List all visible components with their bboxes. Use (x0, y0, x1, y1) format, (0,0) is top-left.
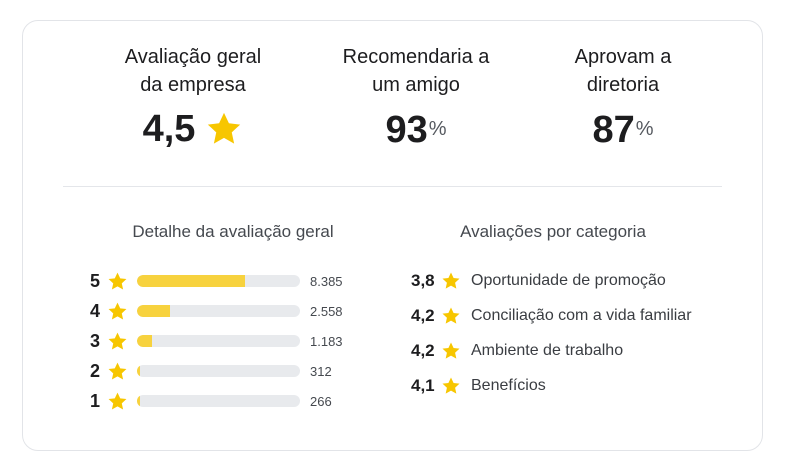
category-label: Conciliação com a vida familiar (471, 306, 692, 324)
distribution-bar-fill (137, 335, 152, 347)
approve-label-line2: diretoria (586, 74, 660, 96)
distribution-bar-fill (137, 395, 141, 407)
distribution-bar-fill (137, 365, 141, 377)
distribution-count: 312 (310, 363, 332, 379)
recommend-value-text: 93 (385, 109, 428, 151)
distribution-star-level: 1 (90, 390, 101, 411)
overall-rating-label: Avaliação geral da empresa (83, 43, 303, 99)
distribution-bar (137, 365, 300, 377)
category-score: 4,2 (411, 305, 435, 325)
star-icon (108, 392, 127, 410)
distribution-row: 1 266 (90, 386, 343, 416)
category-row: 3,8 Oportunidade de promoção (411, 263, 692, 298)
distribution-bar (137, 305, 300, 317)
category-score: 3,8 (411, 270, 435, 290)
star-icon (208, 112, 241, 144)
distribution-title: Detalhe da avaliação geral (132, 222, 334, 241)
recommend-label-line1: Recomendaria a (342, 46, 490, 68)
category-label: Ambiente de trabalho (471, 341, 624, 359)
distribution-row: 5 8.385 (90, 266, 343, 296)
approve-label-line1: Aprovam a (574, 46, 672, 68)
category-row: 4,2 Ambiente de trabalho (411, 333, 692, 368)
distribution-star-level: 5 (90, 270, 101, 291)
category-ratings: 3,8 Oportunidade de promoção 4,2 Conciliaçã… (411, 263, 692, 403)
distribution-star-level: 4 (90, 300, 101, 321)
overall-label-line1: Avaliação geral (124, 46, 262, 68)
approve-value: 87% (592, 107, 653, 153)
distribution-count: 2.558 (310, 303, 343, 319)
star-icon (108, 332, 127, 350)
star-icon (108, 272, 127, 290)
category-label: Benefícios (471, 376, 546, 394)
category-row: 4,1 Benefícios (411, 368, 692, 403)
distribution-row: 3 1.183 (90, 326, 343, 356)
star-icon (442, 342, 460, 359)
categories-title: Avaliações por categoria (460, 222, 646, 241)
approve-metric: Aprovam a diretoria 87% (523, 43, 723, 153)
approve-unit: % (635, 118, 654, 140)
distribution-count: 1.183 (310, 333, 343, 349)
distribution-count: 266 (310, 393, 332, 409)
distribution-bar (137, 275, 300, 287)
recommend-value: 93% (385, 107, 446, 153)
overall-label-line2: da empresa (140, 74, 246, 96)
distribution-star-level: 3 (90, 330, 101, 351)
distribution-count: 8.385 (310, 273, 343, 289)
ratings-summary: Avaliação geral da empresa 4,5 Recomenda… (23, 21, 764, 186)
star-icon (108, 302, 127, 320)
recommend-metric: Recomendaria a um amigo 93% (306, 43, 526, 153)
ratings-card: Avaliação geral da empresa 4,5 Recomenda… (22, 20, 763, 451)
recommend-unit: % (428, 118, 447, 140)
star-icon (442, 377, 460, 394)
overall-rating-value: 4,5 (143, 107, 244, 151)
category-score: 4,2 (411, 340, 435, 360)
distribution-row: 4 2.558 (90, 296, 343, 326)
overall-rating: Avaliação geral da empresa 4,5 (83, 43, 303, 151)
section-divider (63, 186, 722, 187)
category-score: 4,1 (411, 375, 435, 395)
approve-value-text: 87 (592, 109, 635, 151)
star-icon (442, 307, 460, 324)
star-icon (442, 272, 460, 289)
distribution-bar (137, 395, 300, 407)
distribution-row: 2 312 (90, 356, 343, 386)
distribution-bar-fill (137, 305, 170, 317)
approve-label: Aprovam a diretoria (523, 43, 723, 99)
recommend-label: Recomendaria a um amigo (306, 43, 526, 99)
distribution-bar (137, 335, 300, 347)
distribution-star-level: 2 (90, 360, 101, 381)
category-label: Oportunidade de promoção (471, 271, 666, 289)
recommend-label-line2: um amigo (372, 74, 460, 96)
distribution-bar-fill (137, 275, 245, 287)
category-row: 4,2 Conciliação com a vida familiar (411, 298, 692, 333)
rating-distribution: 5 8.385 4 2.558 3 1.183 2 312 1 266 (90, 266, 343, 416)
star-icon (108, 362, 127, 380)
overall-value-text: 4,5 (142, 108, 196, 150)
